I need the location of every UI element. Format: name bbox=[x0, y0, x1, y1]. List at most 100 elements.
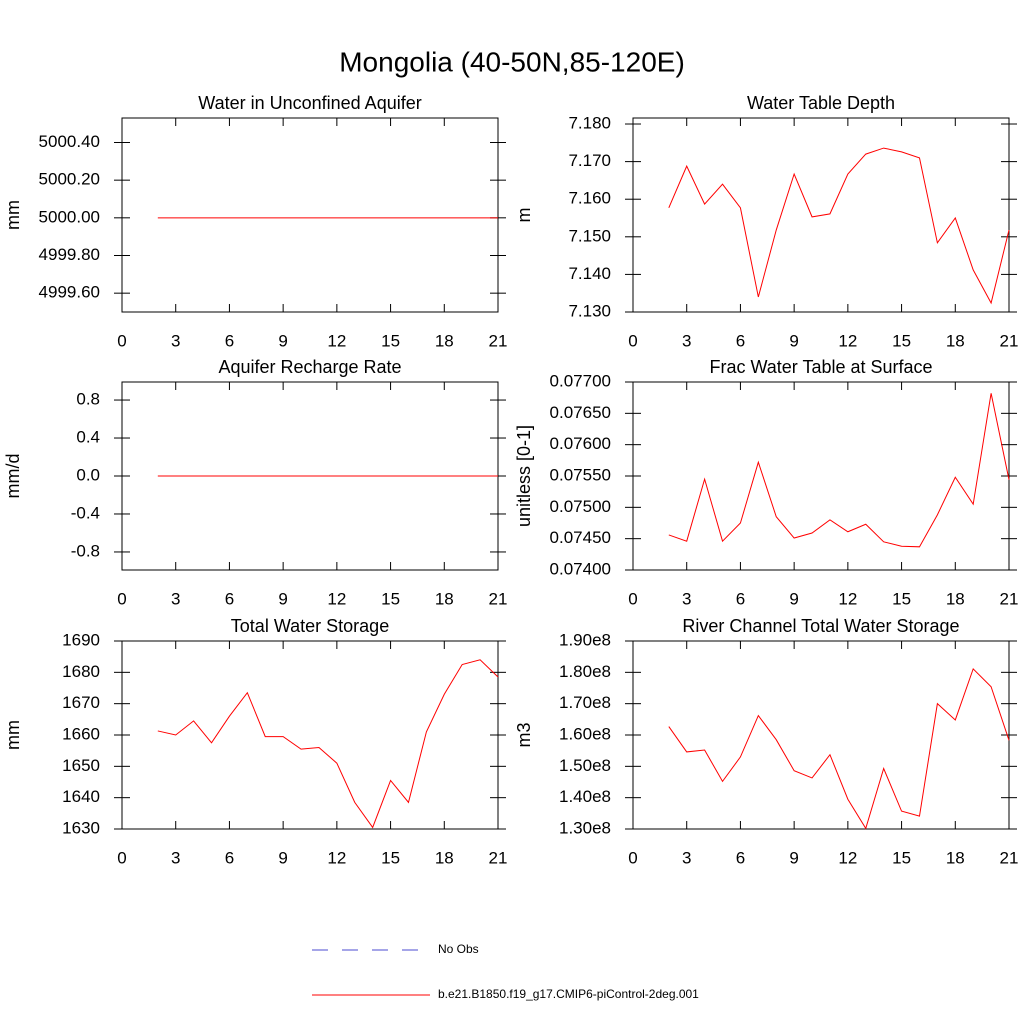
x-tick-label: 6 bbox=[225, 589, 234, 608]
y-tick-label: 1670 bbox=[62, 693, 100, 712]
x-tick-label: 9 bbox=[278, 331, 287, 350]
x-tick-label: 21 bbox=[1000, 589, 1019, 608]
x-tick-label: 18 bbox=[946, 589, 965, 608]
x-tick-label: 3 bbox=[171, 331, 180, 350]
legend-label: No Obs bbox=[438, 942, 479, 956]
y-tick-label: 1.30e8 bbox=[559, 818, 611, 837]
legend-label: b.e21.B1850.f19_g17.CMIP6-piControl-2deg… bbox=[438, 987, 699, 1001]
x-tick-label: 0 bbox=[117, 589, 126, 608]
y-tick-label: 7.150 bbox=[568, 226, 611, 245]
panel-title: Aquifer Recharge Rate bbox=[218, 357, 401, 377]
x-tick-label: 6 bbox=[225, 331, 234, 350]
x-tick-label: 18 bbox=[946, 331, 965, 350]
x-tick-label: 15 bbox=[892, 589, 911, 608]
x-tick-label: 9 bbox=[278, 848, 287, 867]
y-tick-label: 1.90e8 bbox=[559, 630, 611, 649]
x-tick-label: 0 bbox=[628, 331, 637, 350]
x-tick-label: 12 bbox=[327, 589, 346, 608]
y-tick-label: 1690 bbox=[62, 630, 100, 649]
x-tick-label: 6 bbox=[736, 848, 745, 867]
y-tick-label: 1680 bbox=[62, 662, 100, 681]
figure-title: Mongolia (40-50N,85-120E) bbox=[339, 46, 685, 77]
x-tick-label: 18 bbox=[435, 589, 454, 608]
x-tick-label: 15 bbox=[892, 331, 911, 350]
data-line bbox=[668, 393, 1010, 548]
y-tick-label: 7.180 bbox=[568, 113, 611, 132]
y-tick-label: 5000.20 bbox=[39, 170, 100, 189]
x-tick-label: 3 bbox=[682, 589, 691, 608]
y-tick-label: 0.8 bbox=[76, 390, 100, 409]
x-tick-label: 6 bbox=[736, 331, 745, 350]
x-tick-label: 3 bbox=[682, 848, 691, 867]
x-tick-label: 18 bbox=[435, 848, 454, 867]
y-tick-label: 0.07450 bbox=[550, 528, 611, 547]
x-tick-label: 12 bbox=[327, 848, 346, 867]
y-axis-label: m bbox=[514, 208, 534, 223]
x-tick-label: 0 bbox=[117, 331, 126, 350]
x-tick-label: 9 bbox=[278, 589, 287, 608]
y-tick-label: 4999.80 bbox=[39, 245, 100, 264]
x-tick-label: 12 bbox=[838, 848, 857, 867]
y-tick-label: 5000.00 bbox=[39, 207, 100, 226]
x-tick-label: 0 bbox=[117, 848, 126, 867]
x-tick-label: 12 bbox=[838, 589, 857, 608]
x-tick-label: 18 bbox=[946, 848, 965, 867]
x-tick-label: 6 bbox=[225, 848, 234, 867]
x-tick-label: 12 bbox=[327, 331, 346, 350]
x-tick-label: 9 bbox=[789, 848, 798, 867]
x-tick-label: 15 bbox=[381, 331, 400, 350]
x-tick-label: 3 bbox=[171, 589, 180, 608]
y-tick-label: 1.80e8 bbox=[559, 662, 611, 681]
y-tick-label: -0.8 bbox=[71, 541, 100, 560]
y-tick-label: 7.140 bbox=[568, 264, 611, 283]
y-tick-label: 7.170 bbox=[568, 151, 611, 170]
x-tick-label: 9 bbox=[789, 589, 798, 608]
panel-title: Water Table Depth bbox=[747, 93, 895, 113]
x-tick-label: 21 bbox=[489, 589, 508, 608]
y-tick-label: 1.60e8 bbox=[559, 724, 611, 743]
x-tick-label: 21 bbox=[489, 848, 508, 867]
x-tick-label: 9 bbox=[789, 331, 798, 350]
y-tick-label: 5000.40 bbox=[39, 132, 100, 151]
y-tick-label: 7.130 bbox=[568, 301, 611, 320]
x-tick-label: 0 bbox=[628, 848, 637, 867]
plot-frame bbox=[121, 640, 499, 830]
data-line bbox=[668, 667, 1010, 830]
x-tick-label: 12 bbox=[838, 331, 857, 350]
plot-frame bbox=[632, 117, 1010, 313]
x-tick-label: 0 bbox=[628, 589, 637, 608]
x-tick-label: 15 bbox=[892, 848, 911, 867]
panel-title: Water in Unconfined Aquifer bbox=[198, 93, 421, 113]
y-tick-label: 0.07600 bbox=[550, 434, 611, 453]
y-tick-label: 1650 bbox=[62, 756, 100, 775]
x-tick-label: 3 bbox=[682, 331, 691, 350]
plot-frame bbox=[632, 381, 1010, 571]
x-tick-label: 18 bbox=[435, 331, 454, 350]
y-axis-label: m3 bbox=[514, 722, 534, 747]
x-tick-label: 15 bbox=[381, 589, 400, 608]
y-axis-label: mm bbox=[3, 200, 23, 230]
panel-title: Total Water Storage bbox=[231, 616, 389, 636]
y-axis-label: mm/d bbox=[3, 454, 23, 499]
y-tick-label: 4999.60 bbox=[39, 283, 100, 302]
y-tick-label: 0.07500 bbox=[550, 497, 611, 516]
data-line bbox=[668, 147, 1010, 305]
y-tick-label: 0.0 bbox=[76, 465, 100, 484]
panel-title: Frac Water Table at Surface bbox=[709, 357, 932, 377]
x-tick-label: 15 bbox=[381, 848, 400, 867]
plot-frame bbox=[121, 117, 499, 313]
plot-frame bbox=[632, 640, 1010, 830]
data-line bbox=[157, 659, 499, 829]
x-tick-label: 21 bbox=[1000, 331, 1019, 350]
y-axis-label: mm bbox=[3, 720, 23, 750]
y-tick-label: 1.40e8 bbox=[559, 787, 611, 806]
y-tick-label: 1660 bbox=[62, 724, 100, 743]
y-tick-label: 0.4 bbox=[76, 428, 100, 447]
y-tick-label: 1.70e8 bbox=[559, 693, 611, 712]
y-tick-label: -0.4 bbox=[71, 503, 100, 522]
y-tick-label: 7.160 bbox=[568, 189, 611, 208]
y-tick-label: 0.07550 bbox=[550, 465, 611, 484]
y-tick-label: 1630 bbox=[62, 818, 100, 837]
y-tick-label: 0.07700 bbox=[550, 371, 611, 390]
